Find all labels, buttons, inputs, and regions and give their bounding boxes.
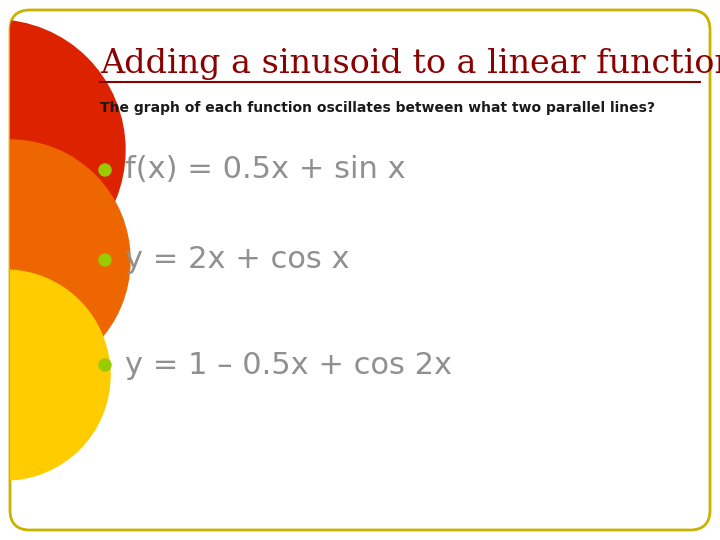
Circle shape xyxy=(99,254,111,266)
Text: f(x) = 0.5x + sin x: f(x) = 0.5x + sin x xyxy=(125,156,405,185)
Circle shape xyxy=(0,140,130,380)
Circle shape xyxy=(99,359,111,371)
Text: The graph of each function oscillates between what two parallel lines?: The graph of each function oscillates be… xyxy=(100,101,655,115)
Text: y = 1 – 0.5x + cos 2x: y = 1 – 0.5x + cos 2x xyxy=(125,350,452,380)
Circle shape xyxy=(99,164,111,176)
Circle shape xyxy=(0,270,110,480)
Text: Adding a sinusoid to a linear function: Adding a sinusoid to a linear function xyxy=(100,48,720,80)
Circle shape xyxy=(0,20,125,280)
FancyBboxPatch shape xyxy=(10,10,710,530)
Text: y = 2x + cos x: y = 2x + cos x xyxy=(125,246,349,274)
